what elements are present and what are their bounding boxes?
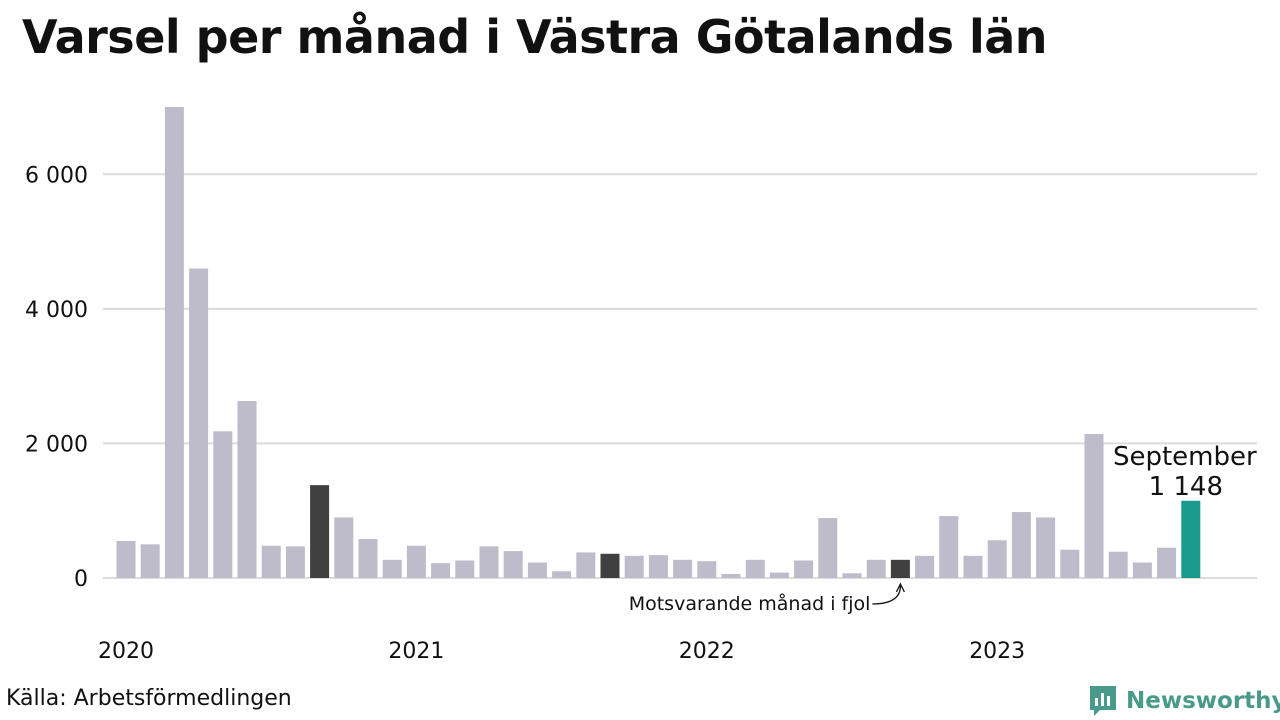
bar	[261, 545, 281, 578]
x-tick-label: 2021	[388, 639, 444, 664]
bar	[1108, 551, 1128, 578]
bar	[285, 546, 305, 578]
bar	[431, 563, 451, 578]
y-tick-label: 2 000	[25, 432, 88, 457]
chart-title: Varsel per månad i Västra Götalands län	[22, 10, 1048, 64]
current-value-label: 1 148	[1149, 472, 1223, 502]
bar-chart: 0 2 000 4 000 6 000 2020 2021 2022 2023 Septembe…	[25, 107, 1257, 664]
bar	[745, 559, 765, 578]
bar	[1084, 434, 1104, 578]
comparison-annotation: Motsvarande månad i fjol	[629, 592, 871, 615]
bar	[648, 555, 668, 578]
bar	[794, 560, 814, 578]
bar	[600, 553, 620, 578]
bar	[1011, 512, 1031, 578]
bar	[237, 401, 257, 578]
bars	[116, 107, 1201, 578]
bar	[406, 545, 426, 578]
brand: Newsworthy	[1088, 683, 1280, 719]
bar	[576, 552, 596, 578]
bar	[140, 544, 160, 578]
bar	[455, 560, 475, 578]
bar	[116, 540, 136, 578]
bar	[382, 559, 402, 578]
bar	[527, 562, 547, 578]
y-tick-label: 6 000	[25, 163, 88, 188]
bar	[213, 431, 233, 578]
bar	[1036, 517, 1056, 578]
bar	[673, 559, 693, 578]
x-tick-label: 2022	[679, 639, 735, 664]
bar	[1132, 562, 1152, 578]
bar	[164, 107, 184, 578]
bar	[866, 559, 886, 578]
bar	[915, 555, 935, 578]
bar	[624, 555, 644, 578]
bar	[479, 546, 499, 578]
bar	[310, 485, 330, 578]
bar	[334, 517, 354, 578]
source-note: Källa: Arbetsförmedlingen	[6, 686, 292, 711]
x-tick-label: 2020	[98, 639, 154, 664]
current-month-label: September	[1113, 442, 1257, 472]
y-tick-label: 0	[74, 567, 88, 592]
annotation-arrow-head	[895, 582, 905, 593]
bar	[552, 571, 572, 578]
x-tick-label: 2023	[969, 639, 1025, 664]
bar	[842, 573, 862, 578]
labels: 0 2 000 4 000 6 000 2020 2021 2022 2023 Septembe…	[25, 163, 1257, 664]
annotation-arrow-line	[872, 585, 902, 605]
bar	[697, 561, 717, 578]
bar	[721, 573, 741, 578]
grid-lines	[103, 173, 1257, 579]
bar	[503, 551, 523, 578]
bar	[1181, 500, 1201, 578]
brand-name: Newsworthy	[1126, 688, 1280, 714]
y-tick-label: 4 000	[25, 298, 88, 323]
bar	[189, 268, 209, 578]
bar	[1060, 549, 1080, 578]
bar	[987, 540, 1007, 578]
bar	[1157, 547, 1177, 578]
bar	[358, 538, 378, 578]
bar	[939, 516, 959, 578]
bar	[769, 572, 789, 578]
bar	[818, 518, 838, 578]
newsworthy-logo-icon	[1090, 686, 1116, 716]
bar	[963, 555, 983, 578]
bar	[890, 559, 910, 578]
